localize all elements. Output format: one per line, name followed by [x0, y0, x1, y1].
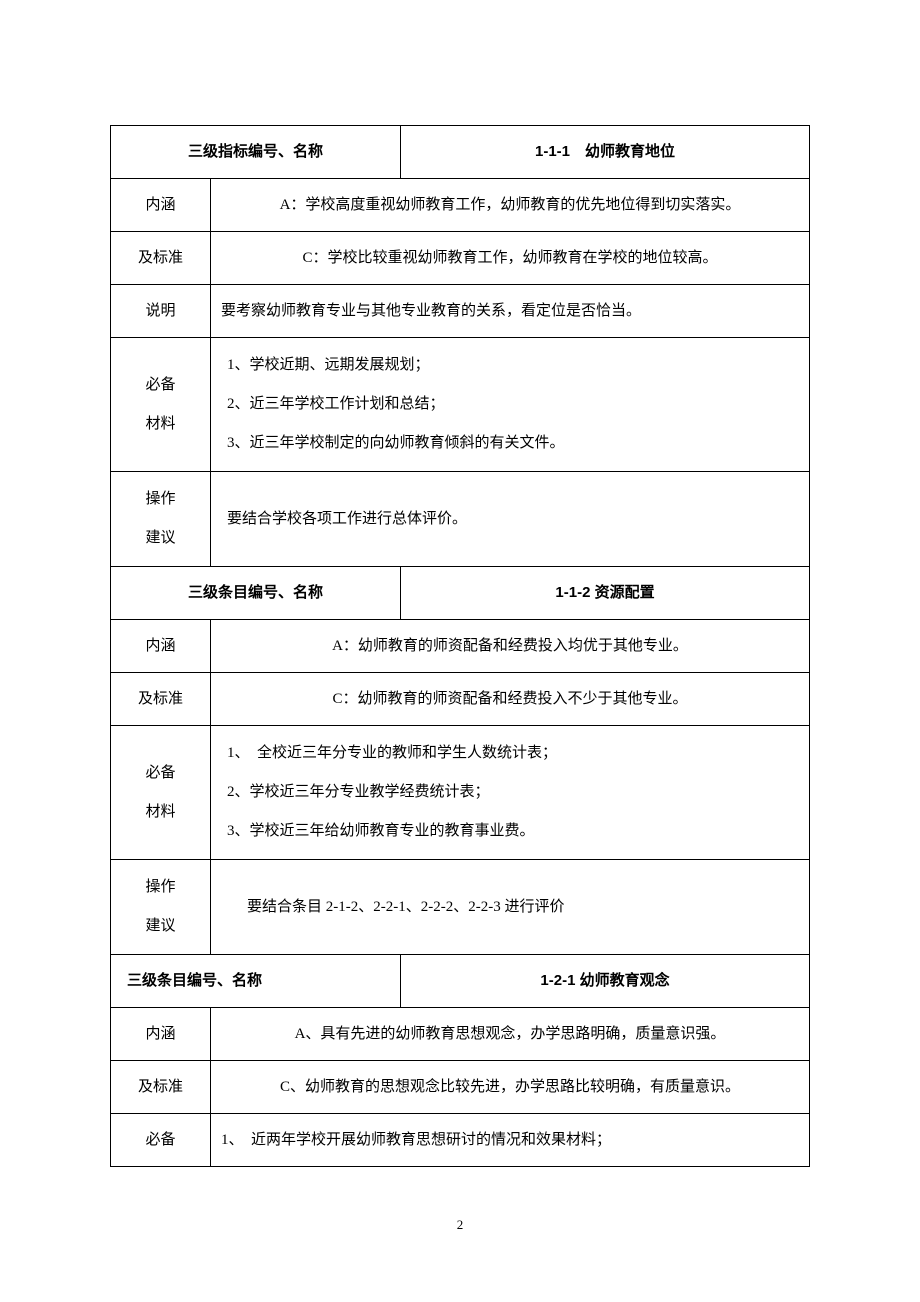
table-row: 说明 要考察幼师教育专业与其他专业教育的关系，看定位是否恰当。 [111, 285, 810, 338]
table-row: 内涵 A、具有先进的幼师教育思想观念，办学思路明确，质量意识强。 [111, 1008, 810, 1061]
section1-header-right: 1-1-1 幼师教育地位 [401, 126, 810, 179]
table-row: 内涵 A：学校高度重视幼师教育工作，幼师教育的优先地位得到切实落实。 [111, 179, 810, 232]
explanation-label: 说明 [111, 285, 211, 338]
connotation-text-c: C、幼师教育的思想观念比较先进，办学思路比较明确，有质量意识。 [211, 1061, 810, 1114]
connotation-text-c: C：学校比较重视幼师教育工作，幼师教育在学校的地位较高。 [211, 232, 810, 285]
connotation-text-a: A：幼师教育的师资配备和经费投入均优于其他专业。 [211, 620, 810, 673]
section2-header-row: 三级条目编号、名称 1-1-2 资源配置 [111, 567, 810, 620]
page-number: 2 [110, 1217, 810, 1233]
required-materials-label: 必备 [111, 1114, 211, 1167]
list-item: 3、学校近三年给幼师教育专业的教育事业费。 [221, 812, 799, 851]
list-item: 1、学校近期、远期发展规划； [221, 346, 799, 385]
section3-header-right: 1-2-1 幼师教育观念 [401, 955, 810, 1008]
list-item: 1、 全校近三年分专业的教师和学生人数统计表； [221, 734, 799, 773]
table-row: 必备 材料 1、 全校近三年分专业的教师和学生人数统计表； 2、学校近三年分专业… [111, 726, 810, 860]
explanation-text: 要考察幼师教育专业与其他专业教育的关系，看定位是否恰当。 [211, 285, 810, 338]
table-row: 及标准 C、幼师教育的思想观念比较先进，办学思路比较明确，有质量意识。 [111, 1061, 810, 1114]
section2-header-right: 1-1-2 资源配置 [401, 567, 810, 620]
required-materials-label: 必备 材料 [111, 338, 211, 472]
required-materials-list: 1、学校近期、远期发展规划； 2、近三年学校工作计划和总结； 3、近三年学校制定… [211, 338, 810, 472]
section1-header-row: 三级指标编号、名称 1-1-1 幼师教育地位 [111, 126, 810, 179]
section1-header-left: 三级指标编号、名称 [111, 126, 401, 179]
list-item: 2、近三年学校工作计划和总结； [221, 385, 799, 424]
connotation-label: 内涵 [111, 1008, 211, 1061]
table-row: 必备 1、 近两年学校开展幼师教育思想研讨的情况和效果材料； [111, 1114, 810, 1167]
connotation-text-a: A、具有先进的幼师教育思想观念，办学思路明确，质量意识强。 [211, 1008, 810, 1061]
standard-label: 及标准 [111, 1061, 211, 1114]
section2-header-left: 三级条目编号、名称 [111, 567, 401, 620]
standard-label: 及标准 [111, 232, 211, 285]
operation-suggestion-label: 操作 建议 [111, 860, 211, 955]
connotation-text-c: C：幼师教育的师资配备和经费投入不少于其他专业。 [211, 673, 810, 726]
list-item: 3、近三年学校制定的向幼师教育倾斜的有关文件。 [221, 424, 799, 463]
required-materials-item: 1、 近两年学校开展幼师教育思想研讨的情况和效果材料； [211, 1114, 810, 1167]
connotation-label: 内涵 [111, 620, 211, 673]
connotation-text-a: A：学校高度重视幼师教育工作，幼师教育的优先地位得到切实落实。 [211, 179, 810, 232]
section3-header-row: 三级条目编号、名称 1-2-1 幼师教育观念 [111, 955, 810, 1008]
list-item: 2、学校近三年分专业教学经费统计表； [221, 773, 799, 812]
table-row: 操作 建议 要结合条目 2-1-2、2-2-1、2-2-2、2-2-3 进行评价 [111, 860, 810, 955]
table-row: 及标准 C：幼师教育的师资配备和经费投入不少于其他专业。 [111, 673, 810, 726]
standard-label: 及标准 [111, 673, 211, 726]
required-materials-label: 必备 材料 [111, 726, 211, 860]
table-row: 及标准 C：学校比较重视幼师教育工作，幼师教育在学校的地位较高。 [111, 232, 810, 285]
table-row: 内涵 A：幼师教育的师资配备和经费投入均优于其他专业。 [111, 620, 810, 673]
operation-suggestion-label: 操作 建议 [111, 472, 211, 567]
operation-suggestion-text: 要结合条目 2-1-2、2-2-1、2-2-2、2-2-3 进行评价 [211, 860, 810, 955]
connotation-label: 内涵 [111, 179, 211, 232]
table-row: 操作 建议 要结合学校各项工作进行总体评价。 [111, 472, 810, 567]
table-row: 必备 材料 1、学校近期、远期发展规划； 2、近三年学校工作计划和总结； 3、近… [111, 338, 810, 472]
required-materials-list: 1、 全校近三年分专业的教师和学生人数统计表； 2、学校近三年分专业教学经费统计… [211, 726, 810, 860]
evaluation-table: 三级指标编号、名称 1-1-1 幼师教育地位 内涵 A：学校高度重视幼师教育工作… [110, 125, 810, 1167]
section3-header-left: 三级条目编号、名称 [111, 955, 401, 1008]
operation-suggestion-text: 要结合学校各项工作进行总体评价。 [211, 472, 810, 567]
